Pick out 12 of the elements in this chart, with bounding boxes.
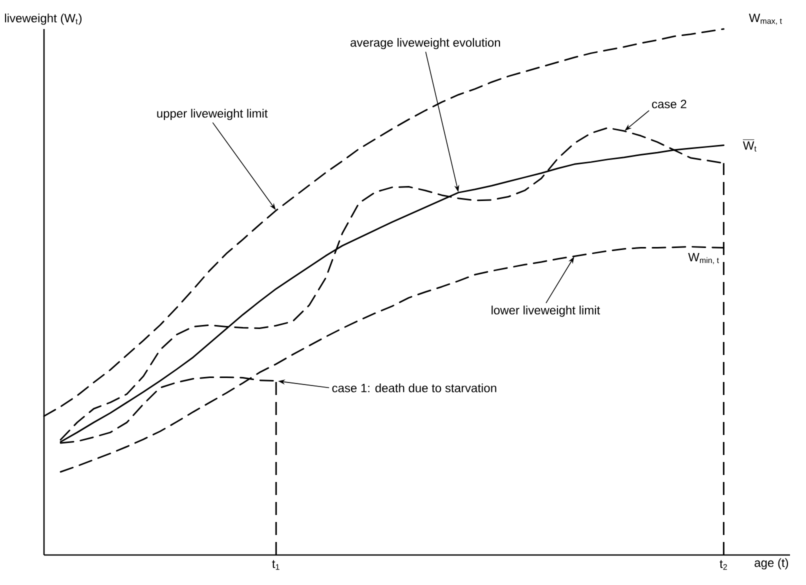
x-tick-label: t$_{2}$ [720,560,727,570]
annotation: average liveweight evolution [350,38,500,50]
text: $\text{W}_{\text{max, t}}$ [748,14,782,25]
annotation: lower liveweight limit [492,306,600,317]
x-tick-label: t$_{1}$ [272,560,280,570]
x-axis-title: age (t) [754,558,788,570]
y-axis-title: liveweight (W$_{t}$) [5,14,82,25]
annotation: case 1: death due to starvation [332,383,496,392]
annotation: upper liveweight limit [157,108,268,120]
series-label: $\overline{\text{W}}_{\text{t}}$ [742,140,756,152]
annotation: case 2 [652,100,686,108]
series-label: $\text{W}_{\text{min, t}}$ [688,253,719,264]
